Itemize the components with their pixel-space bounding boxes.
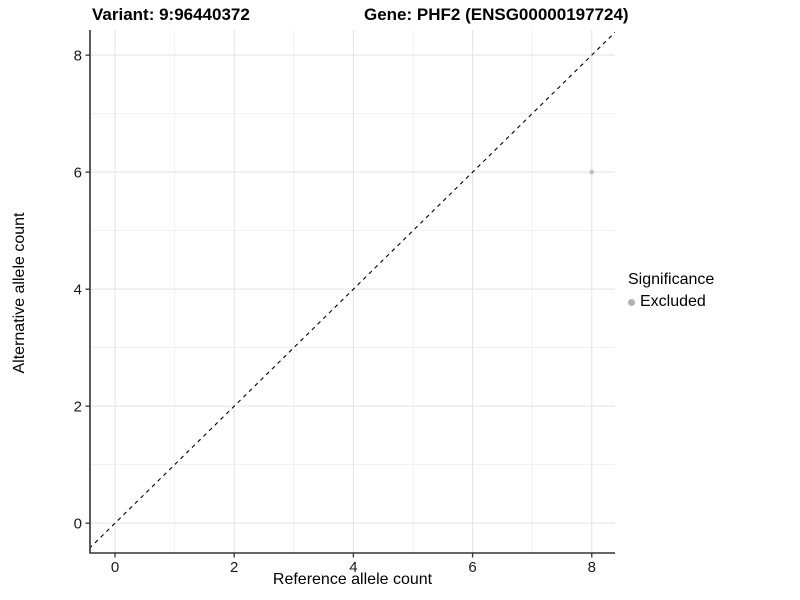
y-tick-label: 4 — [74, 281, 82, 298]
variant-title: Variant: 9:96440372 — [92, 5, 250, 24]
grid-minor — [90, 30, 615, 553]
x-tick-label: 8 — [588, 559, 596, 576]
y-tick-label: 6 — [74, 164, 82, 181]
y-tick-label: 2 — [74, 398, 82, 415]
y-axis-title: Alternative allele count — [11, 212, 28, 374]
x-tick-label: 0 — [111, 559, 119, 576]
x-tick-label: 2 — [230, 559, 238, 576]
x-tick-label: 4 — [349, 559, 357, 576]
grid-major — [90, 30, 615, 553]
legend-item-label: Excluded — [640, 293, 706, 310]
gene-title: Gene: PHF2 (ENSG00000197724) — [364, 5, 629, 24]
axis-ticks: 0 2 4 6 8 0 2 4 6 8 — [74, 47, 596, 576]
y-tick-label: 0 — [74, 515, 82, 532]
identity-line — [90, 31, 615, 549]
legend-item-excluded: Excluded — [628, 293, 714, 311]
data-point — [589, 169, 595, 175]
x-axis-title: Reference allele count — [272, 571, 433, 588]
legend: Significance Excluded — [628, 271, 714, 311]
series-excluded — [589, 169, 595, 175]
y-tick-label: 8 — [74, 47, 82, 64]
x-tick-label: 6 — [468, 559, 476, 576]
legend-title: Significance — [628, 271, 715, 288]
excluded-point-icon — [628, 298, 635, 306]
